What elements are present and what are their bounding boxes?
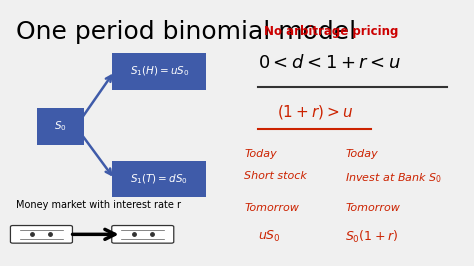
Text: Invest at Bank $S_0$: Invest at Bank $S_0$: [346, 171, 442, 185]
Text: Today: Today: [244, 149, 277, 159]
FancyBboxPatch shape: [10, 226, 73, 243]
FancyBboxPatch shape: [112, 161, 206, 197]
Text: No arbitrage pricing: No arbitrage pricing: [264, 25, 399, 38]
FancyBboxPatch shape: [112, 53, 206, 90]
Text: Tomorrow: Tomorrow: [244, 203, 299, 213]
Text: $(1+r) > u$: $(1+r) > u$: [277, 103, 353, 121]
Text: Short stock: Short stock: [244, 171, 307, 181]
Text: Money market with interest rate r: Money market with interest rate r: [16, 200, 181, 210]
Text: Today: Today: [346, 149, 378, 159]
Text: $S_0$: $S_0$: [54, 119, 67, 133]
Text: $S_1(T) = dS_0$: $S_1(T) = dS_0$: [130, 172, 188, 186]
Text: $S_0(1+r)$: $S_0(1+r)$: [346, 229, 398, 245]
Text: $uS_0$: $uS_0$: [258, 229, 281, 244]
FancyBboxPatch shape: [36, 108, 84, 145]
Text: One period binomial model: One period binomial model: [16, 20, 356, 44]
Text: $S_1(H) = uS_0$: $S_1(H) = uS_0$: [129, 64, 189, 78]
FancyBboxPatch shape: [112, 226, 174, 243]
Text: $0 < d < 1 + r < u$: $0 < d < 1 + r < u$: [257, 54, 400, 72]
Text: Tomorrow: Tomorrow: [346, 203, 400, 213]
